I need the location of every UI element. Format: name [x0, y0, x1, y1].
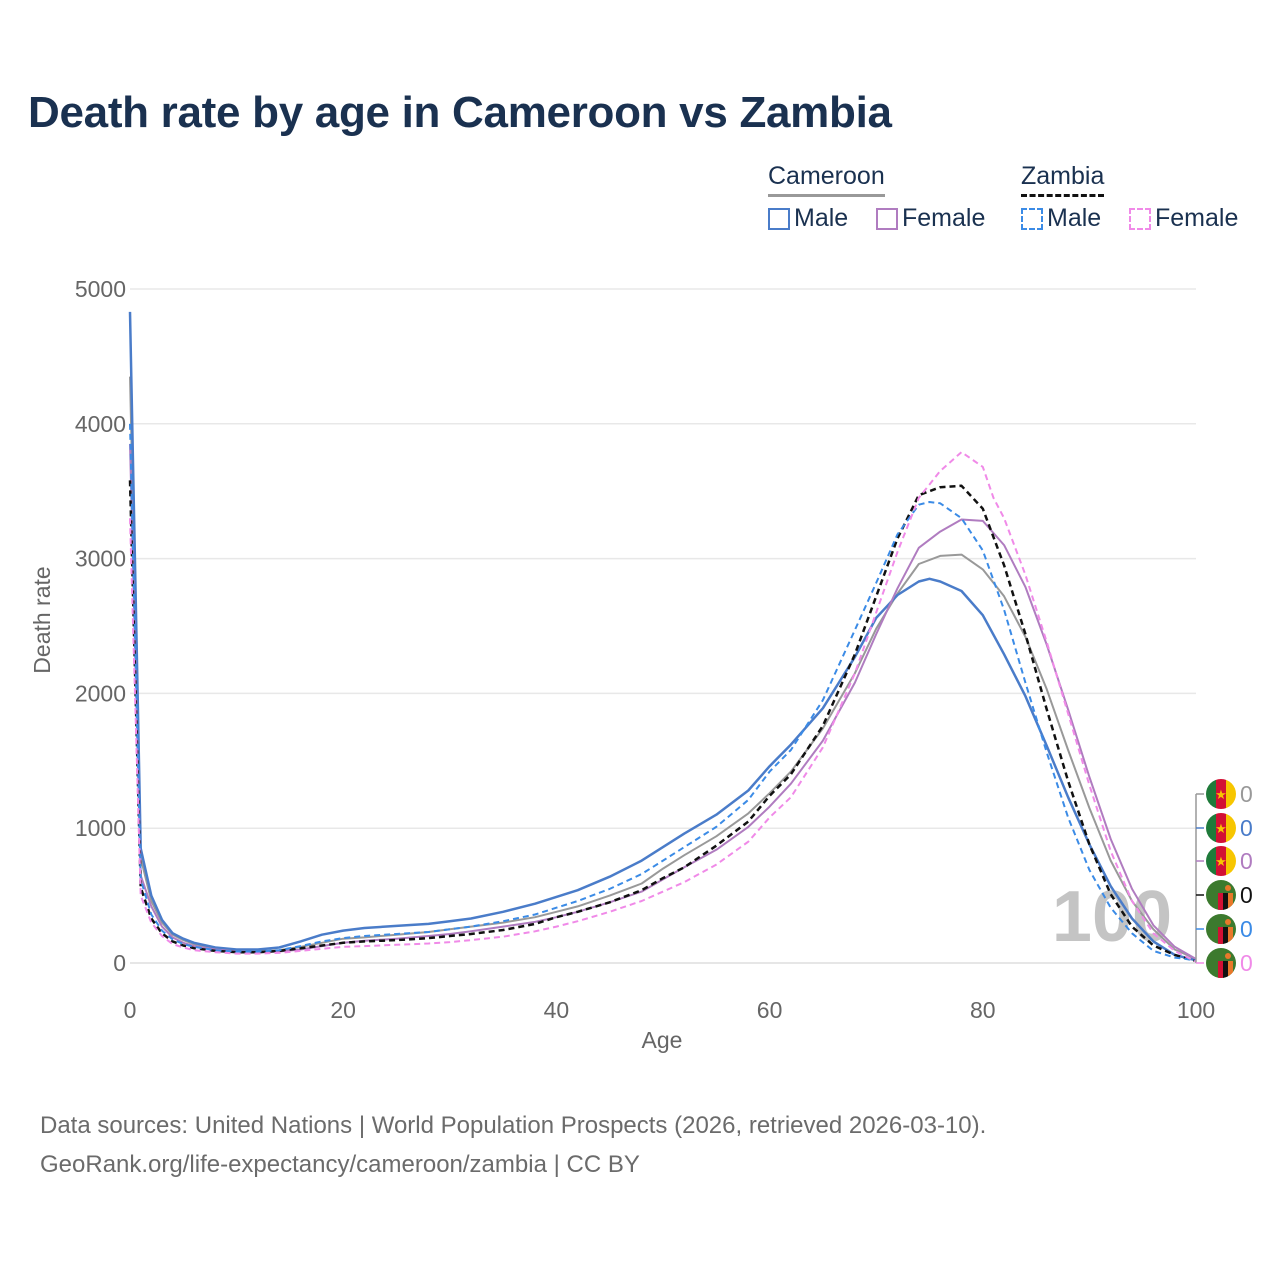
- y-tick-label: 4000: [75, 411, 126, 437]
- y-axis-label: Death rate: [29, 566, 55, 673]
- svg-text:★: ★: [1215, 787, 1227, 802]
- flag-cameroon-icon: ★: [1206, 813, 1236, 843]
- sources-line-1: Data sources: United Nations | World Pop…: [40, 1112, 987, 1139]
- legend-item-zambia-male[interactable]: Male: [1021, 204, 1101, 233]
- end-label-value: 0: [1240, 781, 1253, 807]
- x-axis-ticks: 0 20 40 60 80 100: [124, 997, 1216, 1023]
- legend-item-zambia-female[interactable]: Female: [1129, 204, 1238, 233]
- series-line-cameroon-female[interactable]: [129, 443, 1197, 960]
- x-tick-label: 100: [1177, 997, 1215, 1023]
- flag-zambia-icon: [1206, 948, 1236, 978]
- flag-zambia-icon: [1206, 914, 1236, 944]
- end-label-value: 0: [1240, 848, 1253, 874]
- legend-swatch-zambia-female: [1129, 208, 1151, 230]
- series-line-zambia-total[interactable]: [128, 480, 1197, 963]
- flag-cameroon-icon: ★: [1206, 779, 1236, 809]
- x-tick-label: 80: [970, 997, 996, 1023]
- legend-swatch-cameroon-female: [876, 208, 898, 230]
- series-lines: [128, 311, 1197, 963]
- grid-lines: [130, 288, 1196, 964]
- y-tick-label: 1000: [75, 815, 126, 841]
- chart-title: Death rate by age in Cameroon vs Zambia: [28, 88, 892, 137]
- end-label-value: 0: [1240, 916, 1253, 942]
- legend-swatch-zambia-male: [1021, 208, 1043, 230]
- sources-line-2[interactable]: GeoRank.org/life-expectancy/cameroon/zam…: [40, 1151, 640, 1178]
- data-sources: Data sources: United Nations | World Pop…: [40, 1106, 986, 1184]
- x-tick-label: 40: [544, 997, 570, 1023]
- legend-label-cameroon-female: Female: [902, 204, 986, 232]
- legend-group-label-cameroon: Cameroon: [768, 162, 885, 197]
- end-label-value: 0: [1240, 815, 1253, 841]
- y-tick-label: 5000: [75, 276, 126, 302]
- end-label-value: 0: [1240, 950, 1253, 976]
- flag-cameroon-icon: ★: [1206, 846, 1236, 876]
- end-label-value: 0: [1240, 882, 1253, 908]
- legend-group-cameroon: Cameroon: [768, 162, 885, 197]
- legend-item-cameroon-female[interactable]: Female: [876, 204, 985, 233]
- legend-group-zambia: Zambia: [1021, 162, 1105, 197]
- legend-swatch-cameroon-male: [768, 208, 790, 230]
- y-axis-ticks: 0 1000 2000 3000 4000 5000: [75, 276, 126, 976]
- y-tick-label: 2000: [75, 680, 126, 706]
- legend-label-zambia-female: Female: [1155, 204, 1239, 232]
- y-tick-label: 0: [113, 950, 126, 976]
- x-axis-label: Age: [642, 1027, 683, 1053]
- legend-group-label-zambia: Zambia: [1021, 162, 1105, 197]
- x-tick-label: 60: [757, 997, 783, 1023]
- flag-zambia-icon: [1206, 880, 1236, 910]
- legend-label-zambia-male: Male: [1047, 204, 1102, 232]
- svg-text:★: ★: [1215, 821, 1227, 836]
- x-tick-label: 0: [124, 997, 137, 1023]
- series-line-cameroon-male[interactable]: [128, 311, 1197, 962]
- series-line-zambia-female[interactable]: [129, 451, 1197, 963]
- end-labels: ★ 0 ★ 0 ★ 0 0 0 0: [1195, 779, 1253, 978]
- y-tick-label: 3000: [75, 546, 126, 572]
- series-line-zambia-male[interactable]: [129, 423, 1197, 962]
- legend-label-cameroon-male: Male: [794, 204, 849, 232]
- legend-item-cameroon-male[interactable]: Male: [768, 204, 848, 233]
- svg-text:★: ★: [1215, 854, 1227, 869]
- x-tick-label: 20: [330, 997, 356, 1023]
